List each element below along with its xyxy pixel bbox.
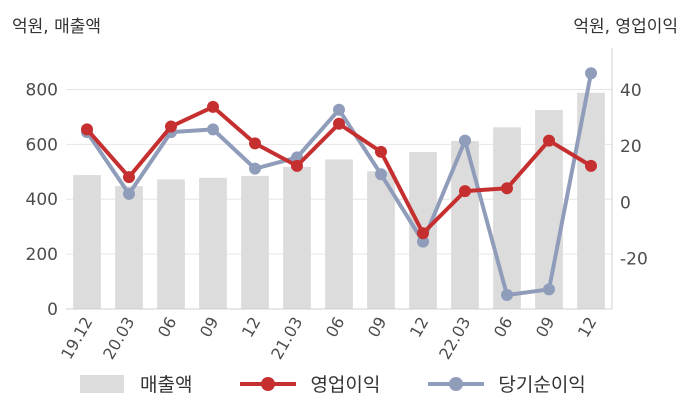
x-tick-label: 20.03 xyxy=(99,314,138,363)
right-axis-title: 억원, 영업이익 xyxy=(573,17,678,37)
left-tick-label: 200 xyxy=(26,245,58,265)
x-tick-label: 22.03 xyxy=(435,314,474,363)
revenue-bar xyxy=(283,166,311,309)
legend-item-revenue: 매출액 xyxy=(80,370,192,397)
revenue-bar xyxy=(199,177,227,309)
legend-label-net-profit: 당기순이익 xyxy=(498,374,586,396)
op-profit-point xyxy=(501,182,513,195)
net-profit-point xyxy=(207,123,219,136)
op-profit-point xyxy=(375,145,387,158)
revenue-bar xyxy=(367,171,395,309)
x-tick-label: 09 xyxy=(364,314,391,341)
op-profit-point xyxy=(417,227,429,240)
op-profit-point xyxy=(81,123,93,136)
revenue-bar xyxy=(493,127,521,309)
op-profit-point xyxy=(207,100,219,113)
op-profit-point xyxy=(543,134,555,147)
net-profit-point xyxy=(123,187,135,200)
legend-label-revenue: 매출액 xyxy=(140,374,193,396)
op-profit-point xyxy=(459,185,471,198)
op-profit-point xyxy=(333,117,345,130)
x-tick-label: 09 xyxy=(532,314,559,341)
net-profit-point xyxy=(375,168,387,181)
revenue-bar xyxy=(73,175,101,309)
net-profit-point xyxy=(585,67,597,80)
legend-item-op-profit: 영업이익 xyxy=(240,370,380,397)
net-profit-point xyxy=(417,235,429,248)
net-profit-point xyxy=(333,103,345,116)
x-tick-label: 06 xyxy=(322,314,349,341)
legend-op-profit-swatch xyxy=(240,375,297,393)
x-tick-label: 19.12 xyxy=(57,314,96,363)
right-tick-label: -20 xyxy=(620,249,648,269)
op-profit-point xyxy=(585,159,597,172)
op-profit-point xyxy=(123,171,135,184)
net-profit-point xyxy=(543,283,555,296)
left-tick-label: 0 xyxy=(47,300,58,320)
left-tick-label: 800 xyxy=(26,80,58,100)
x-tick-label: 12 xyxy=(574,314,601,341)
legend-label-op-profit: 영업이익 xyxy=(310,374,381,396)
net-profit-point xyxy=(501,288,513,301)
revenue-bar xyxy=(325,159,353,309)
revenue-bar xyxy=(115,186,143,309)
profit-lines xyxy=(81,67,597,301)
net-profit-point xyxy=(249,162,261,175)
revenue-bar xyxy=(157,179,185,309)
x-tick-label: 09 xyxy=(196,314,223,341)
x-tick-label: 21.03 xyxy=(267,314,306,363)
op-profit-point xyxy=(165,120,177,133)
right-tick-label: 40 xyxy=(620,81,642,101)
x-tick-label: 12 xyxy=(406,314,433,341)
left-tick-label: 600 xyxy=(26,135,58,155)
right-tick-label: 0 xyxy=(620,193,631,213)
net-profit-point xyxy=(459,134,471,147)
x-tick-label: 06 xyxy=(490,314,517,341)
right-tick-label: 20 xyxy=(620,137,642,157)
legend-item-net-profit: 당기순이익 xyxy=(428,370,586,397)
left-tick-label: 400 xyxy=(26,190,58,210)
op-profit-point xyxy=(249,137,261,150)
revenue-bars xyxy=(73,92,605,310)
revenue-bar xyxy=(241,175,269,309)
axes xyxy=(66,48,613,310)
x-tick-label: 06 xyxy=(154,314,181,341)
x-tick-label: 12 xyxy=(238,314,265,341)
legend-net-profit-swatch xyxy=(428,375,485,393)
legend: 매출액 영업이익 당기순이익 xyxy=(80,370,586,397)
legend-bar-swatch xyxy=(80,374,124,393)
op-profit-point xyxy=(291,159,303,172)
left-axis-title: 억원, 매출액 xyxy=(12,17,102,37)
